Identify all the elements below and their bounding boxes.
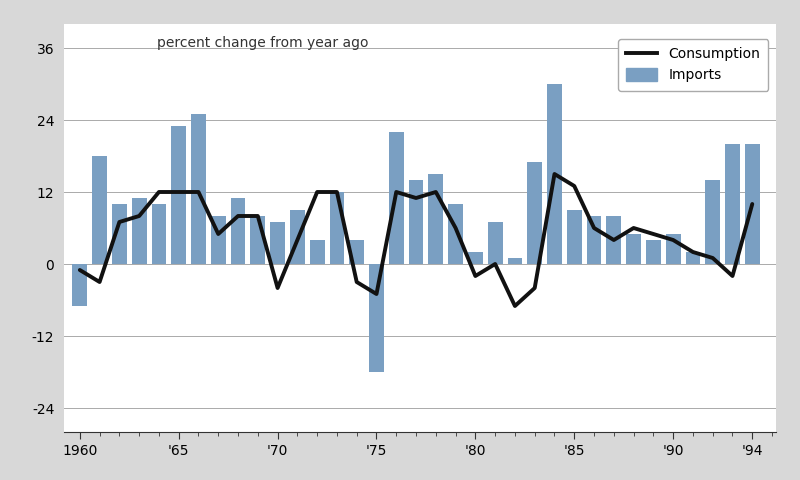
Bar xyxy=(330,192,344,264)
Bar xyxy=(666,234,681,264)
Bar xyxy=(527,162,542,264)
Bar xyxy=(369,264,384,372)
Bar xyxy=(350,240,364,264)
Bar xyxy=(567,210,582,264)
Text: percent change from year ago: percent change from year ago xyxy=(157,36,368,50)
Bar xyxy=(409,180,423,264)
Bar xyxy=(488,222,502,264)
Bar xyxy=(250,216,266,264)
Bar xyxy=(270,222,285,264)
Bar xyxy=(92,156,107,264)
Bar xyxy=(132,198,146,264)
Bar xyxy=(586,216,602,264)
Bar xyxy=(606,216,622,264)
Bar xyxy=(646,240,661,264)
Bar xyxy=(448,204,463,264)
Bar xyxy=(745,144,760,264)
Bar xyxy=(468,252,482,264)
Bar xyxy=(211,216,226,264)
Bar xyxy=(706,180,720,264)
Bar xyxy=(191,114,206,264)
Bar xyxy=(230,198,246,264)
Bar xyxy=(73,264,87,306)
Bar xyxy=(389,132,404,264)
Bar xyxy=(290,210,305,264)
Legend: Consumption, Imports: Consumption, Imports xyxy=(618,39,768,91)
Bar xyxy=(507,258,522,264)
Bar xyxy=(626,234,641,264)
Bar xyxy=(310,240,325,264)
Bar xyxy=(429,174,443,264)
Bar xyxy=(725,144,740,264)
Bar xyxy=(151,204,166,264)
Bar xyxy=(686,252,700,264)
Bar xyxy=(112,204,126,264)
Bar xyxy=(547,84,562,264)
Bar xyxy=(171,126,186,264)
